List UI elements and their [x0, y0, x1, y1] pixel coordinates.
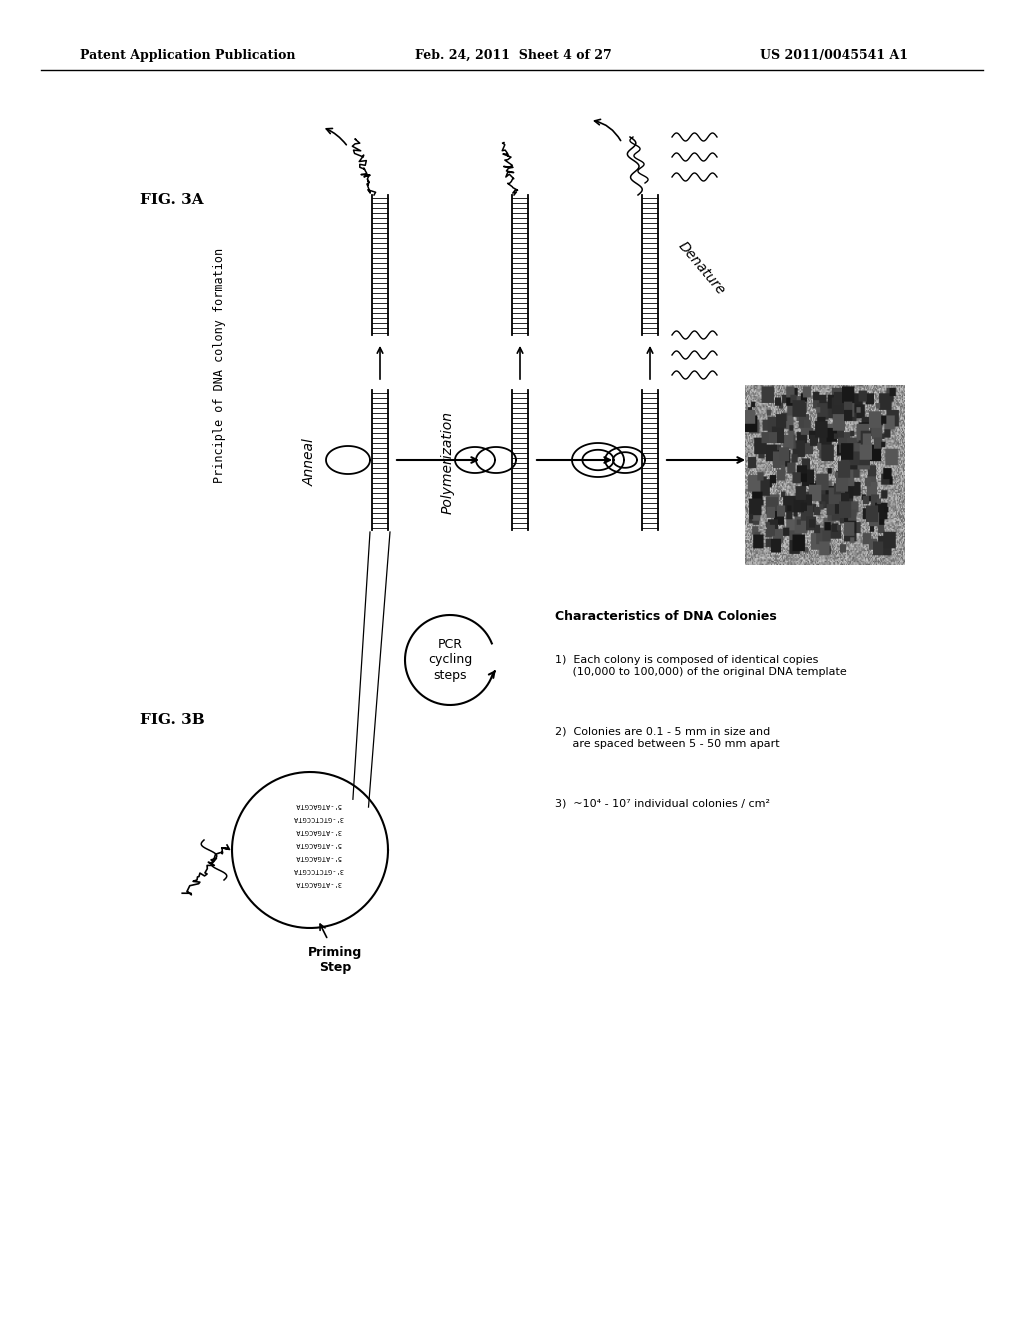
Text: Denature: Denature [676, 239, 728, 297]
Text: 3'-ATGACGTA: 3'-ATGACGTA [295, 880, 341, 886]
Text: 5'-ATGACGTA: 5'-ATGACGTA [295, 854, 341, 861]
Text: 3'-ATGACGTA: 3'-ATGACGTA [295, 828, 341, 834]
Text: FIG. 3A: FIG. 3A [140, 193, 204, 207]
Text: 5'-ATGACGTA: 5'-ATGACGTA [295, 803, 341, 808]
Text: Principle of DNA colony formation: Principle of DNA colony formation [213, 247, 226, 483]
Text: 3'-GTCTCCGTA: 3'-GTCTCCGTA [293, 867, 343, 873]
Text: 1)  Each colony is composed of identical copies
     (10,000 to 100,000) of the : 1) Each colony is composed of identical … [555, 655, 847, 677]
Text: Patent Application Publication: Patent Application Publication [80, 49, 296, 62]
Text: 5'-ATGACGTA: 5'-ATGACGTA [295, 841, 341, 847]
Text: PCR
cycling
steps: PCR cycling steps [428, 639, 472, 681]
Text: US 2011/0045541 A1: US 2011/0045541 A1 [760, 49, 908, 62]
Text: Characteristics of DNA Colonies: Characteristics of DNA Colonies [555, 610, 777, 623]
Text: FIG. 3B: FIG. 3B [140, 713, 205, 727]
Text: 3'-GTCTCCGTA: 3'-GTCTCCGTA [293, 814, 343, 821]
Text: 2)  Colonies are 0.1 - 5 mm in size and
     are spaced between 5 - 50 mm apart: 2) Colonies are 0.1 - 5 mm in size and a… [555, 727, 779, 748]
Text: Anneal: Anneal [303, 438, 317, 486]
Text: 3)  ~10⁴ - 10⁷ individual colonies / cm²: 3) ~10⁴ - 10⁷ individual colonies / cm² [555, 799, 770, 809]
Text: Polymerization: Polymerization [441, 411, 455, 513]
Text: Priming
Step: Priming Step [308, 946, 362, 974]
Text: Feb. 24, 2011  Sheet 4 of 27: Feb. 24, 2011 Sheet 4 of 27 [415, 49, 611, 62]
